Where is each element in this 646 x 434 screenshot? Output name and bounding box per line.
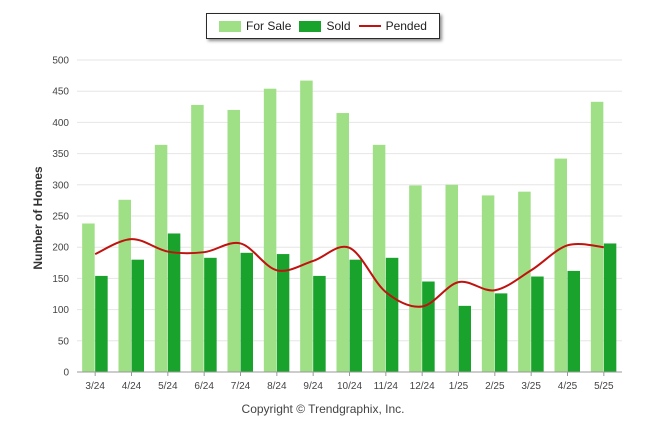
x-tick-label: 3/24 [85, 381, 105, 392]
y-tick-label: 250 [52, 212, 69, 223]
x-tick-label: 11/24 [374, 381, 399, 392]
x-axis: 3/24 4/24 5/24 6/24 7/24 8/24 9/24 10/24 11/24 12… [77, 371, 622, 392]
bar-for-sale [336, 113, 349, 372]
bar-for-sale [154, 144, 168, 372]
bar-sold [349, 259, 362, 372]
legend-label-pended: Pended [385, 19, 427, 33]
legend-swatch-for-sale [219, 20, 242, 32]
y-tick-label: 350 [52, 149, 69, 160]
x-tick-label: 8/24 [267, 381, 287, 392]
pended-line [94, 238, 604, 308]
bar-sold [603, 243, 617, 372]
y-tick-label: 150 [52, 274, 69, 285]
x-tick-label: 1/25 [449, 381, 469, 392]
bar-sold [422, 281, 435, 372]
y-tick-label: 50 [58, 336, 70, 347]
bar-sold [567, 270, 580, 372]
bar-sold [167, 233, 181, 372]
bar-for-sale [300, 80, 313, 372]
legend-swatch-pended [358, 25, 381, 27]
bar-for-sale [372, 144, 386, 372]
bar-sold [276, 254, 290, 372]
y-tick-label: 100 [52, 305, 69, 316]
bar-for-sale [118, 199, 131, 372]
x-tick-label: 4/25 [558, 381, 578, 392]
bar-sold [240, 252, 253, 372]
bar-sold [313, 275, 326, 372]
bar-sold [458, 305, 471, 372]
x-tick-label: 4/24 [122, 381, 142, 392]
legend: For Sale Sold Pended [206, 13, 440, 39]
bar-for-sale [227, 109, 240, 373]
legend-item-for-sale: For Sale [219, 19, 291, 33]
legend-label-sold: Sold [326, 19, 351, 33]
x-tick-label: 5/25 [594, 381, 614, 392]
bars [82, 80, 617, 373]
y-tick-label: 200 [52, 243, 69, 254]
x-tick-label: 10/24 [337, 381, 362, 392]
bar-for-sale [445, 184, 458, 372]
bar-sold [531, 276, 544, 372]
bar-sold [131, 259, 144, 372]
y-tick-label: 300 [52, 180, 69, 191]
bar-sold [494, 293, 508, 372]
copyright-footer: Copyright © Trendgraphix, Inc. [241, 402, 405, 416]
legend-item-sold: Sold [299, 19, 351, 33]
bar-for-sale [518, 191, 531, 372]
bar-sold [204, 257, 217, 372]
x-tick-label: 6/24 [194, 381, 214, 392]
x-tick-label: 3/25 [521, 381, 541, 392]
x-tick-label: 5/24 [158, 381, 178, 392]
bar-sold [385, 257, 399, 372]
legend-label-for-sale: For Sale [246, 19, 292, 33]
x-tick-label: 7/24 [231, 381, 251, 392]
legend-swatch-sold [299, 20, 322, 32]
bar-for-sale [554, 158, 567, 372]
bar-for-sale [409, 185, 422, 372]
bar-for-sale [481, 195, 495, 372]
pended-line-group [94, 238, 604, 308]
bar-for-sale [191, 104, 204, 372]
bar-for-sale [263, 88, 277, 372]
bar-sold [95, 275, 108, 372]
x-tick-label: 2/25 [485, 381, 505, 392]
x-tick-label: 12/24 [410, 381, 435, 392]
y-tick-label: 0 [63, 368, 69, 379]
bar-for-sale [590, 101, 604, 373]
y-tick-label: 500 [52, 56, 69, 67]
y-axis-label: Number of Homes [31, 166, 45, 270]
y-axis-ticks: 0 50 100 150 200 250 300 350 400 450 500 [52, 56, 69, 379]
x-tick-label: 9/24 [303, 381, 323, 392]
y-tick-label: 450 [52, 87, 69, 98]
bar-for-sale [82, 223, 95, 372]
legend-item-pended: Pended [358, 19, 427, 33]
y-tick-label: 400 [52, 118, 69, 129]
